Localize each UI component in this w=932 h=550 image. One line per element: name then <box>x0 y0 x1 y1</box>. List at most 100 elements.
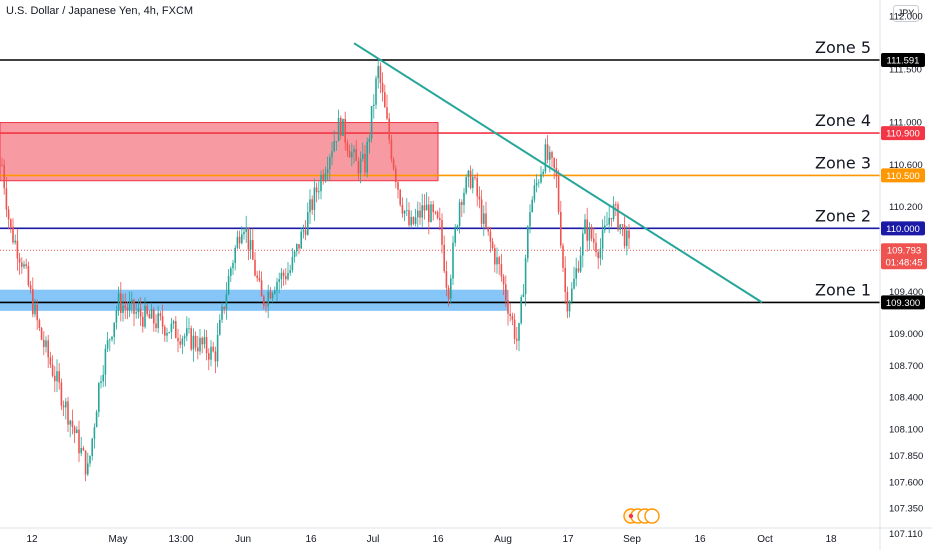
candle-body <box>476 177 478 197</box>
candle-body <box>465 176 467 193</box>
candle-body <box>439 217 441 221</box>
price-tag <box>881 126 925 141</box>
candle-body <box>164 326 166 336</box>
candle-body <box>562 245 564 268</box>
candle-body <box>3 165 5 189</box>
trendline[interactable] <box>353 42 763 304</box>
candle-body <box>54 375 56 382</box>
candle-body <box>535 182 538 186</box>
zone-label: Zone 5 <box>815 38 871 57</box>
support-band[interactable] <box>0 289 508 311</box>
candle-body <box>1 164 3 166</box>
candle-body <box>414 217 417 224</box>
x-tick-label: 12 <box>26 534 38 545</box>
candle-body <box>243 231 245 235</box>
candle-body <box>329 157 331 170</box>
candle-body <box>595 242 597 253</box>
candle-body <box>249 240 252 250</box>
candle-body <box>430 204 432 222</box>
candle-body <box>199 337 201 352</box>
candle-body <box>36 304 38 321</box>
candle-body <box>80 447 82 454</box>
candle-body <box>192 335 195 350</box>
candle-body <box>309 199 311 213</box>
candle-body <box>557 176 560 212</box>
candle-body <box>210 346 212 360</box>
candle-body <box>117 293 120 311</box>
y-tick-label: 107.600 <box>889 477 923 488</box>
candle-body <box>447 287 450 299</box>
candle-body <box>368 138 371 142</box>
x-tick-label: Oct <box>757 534 773 545</box>
candle-body <box>399 189 401 205</box>
chart-title: U.S. Dollar / Japanese Yen, 4h, FXCM <box>6 5 194 17</box>
candle-body <box>285 275 287 280</box>
candle-body <box>179 341 181 345</box>
event-marker-icon[interactable] <box>644 508 660 524</box>
candle-body <box>604 225 606 231</box>
current-price-tag <box>881 243 927 270</box>
candle-body <box>549 152 551 160</box>
candle-body <box>518 323 520 341</box>
currency-badge[interactable]: JPY <box>893 5 919 22</box>
candle-body <box>588 227 591 241</box>
candle-body <box>623 224 626 247</box>
candle-body <box>60 382 63 406</box>
candle-body <box>225 294 228 310</box>
candle-body <box>322 174 324 180</box>
candle-body <box>34 304 36 315</box>
candle-body <box>76 429 78 434</box>
y-tick-label: 107.350 <box>889 504 923 515</box>
candle-body <box>89 455 91 464</box>
candle-body <box>21 262 23 267</box>
candle-body <box>390 139 393 160</box>
candle-body <box>71 420 74 427</box>
candle-body <box>485 213 487 228</box>
x-tick-label: Jun <box>235 534 251 545</box>
candle-body <box>318 191 320 193</box>
candle-body <box>205 337 208 354</box>
candle-body <box>498 257 500 264</box>
candle-body <box>18 258 21 263</box>
candle-body <box>551 152 553 159</box>
candle-body <box>234 247 236 263</box>
candle-body <box>260 280 263 297</box>
y-tick-label: 108.700 <box>889 361 923 372</box>
price-tags: 111.591 110.900 110.500 110.000 109.300 109.7… <box>881 53 927 310</box>
candle-body <box>597 252 599 259</box>
candle-body <box>610 217 613 220</box>
candle-body <box>527 226 529 259</box>
candle-body <box>276 281 278 291</box>
candle-body <box>324 173 327 180</box>
candle-body <box>381 83 384 93</box>
candle-body <box>619 224 621 230</box>
candle-body <box>139 308 142 317</box>
candle-body <box>375 78 377 105</box>
candle-body <box>287 272 289 280</box>
candle-body <box>307 212 309 235</box>
price-axis: 112.000 111.500 111.000 110.600 110.200 109.4… <box>879 0 923 550</box>
candle-body <box>111 336 113 340</box>
candle-body <box>513 319 516 339</box>
candle-body <box>342 118 344 136</box>
candle-body <box>507 300 509 314</box>
y-tick-label: 110.600 <box>889 160 923 171</box>
candle-body <box>177 337 179 342</box>
candle-body <box>304 230 307 235</box>
candle-body <box>579 255 582 272</box>
candle-body <box>100 381 102 384</box>
candle-body <box>540 174 542 183</box>
candle-body <box>84 450 87 475</box>
candle-body <box>115 310 118 323</box>
candle-body <box>122 305 124 313</box>
candle-body <box>194 335 197 348</box>
candle-body <box>120 293 122 313</box>
candle-body <box>201 337 203 345</box>
candle-body <box>502 276 505 285</box>
candle-body <box>29 285 32 290</box>
candle-body <box>27 266 30 286</box>
candle-body <box>575 268 577 279</box>
candle-body <box>298 244 300 249</box>
price-tag-text: 110.500 <box>886 171 920 182</box>
